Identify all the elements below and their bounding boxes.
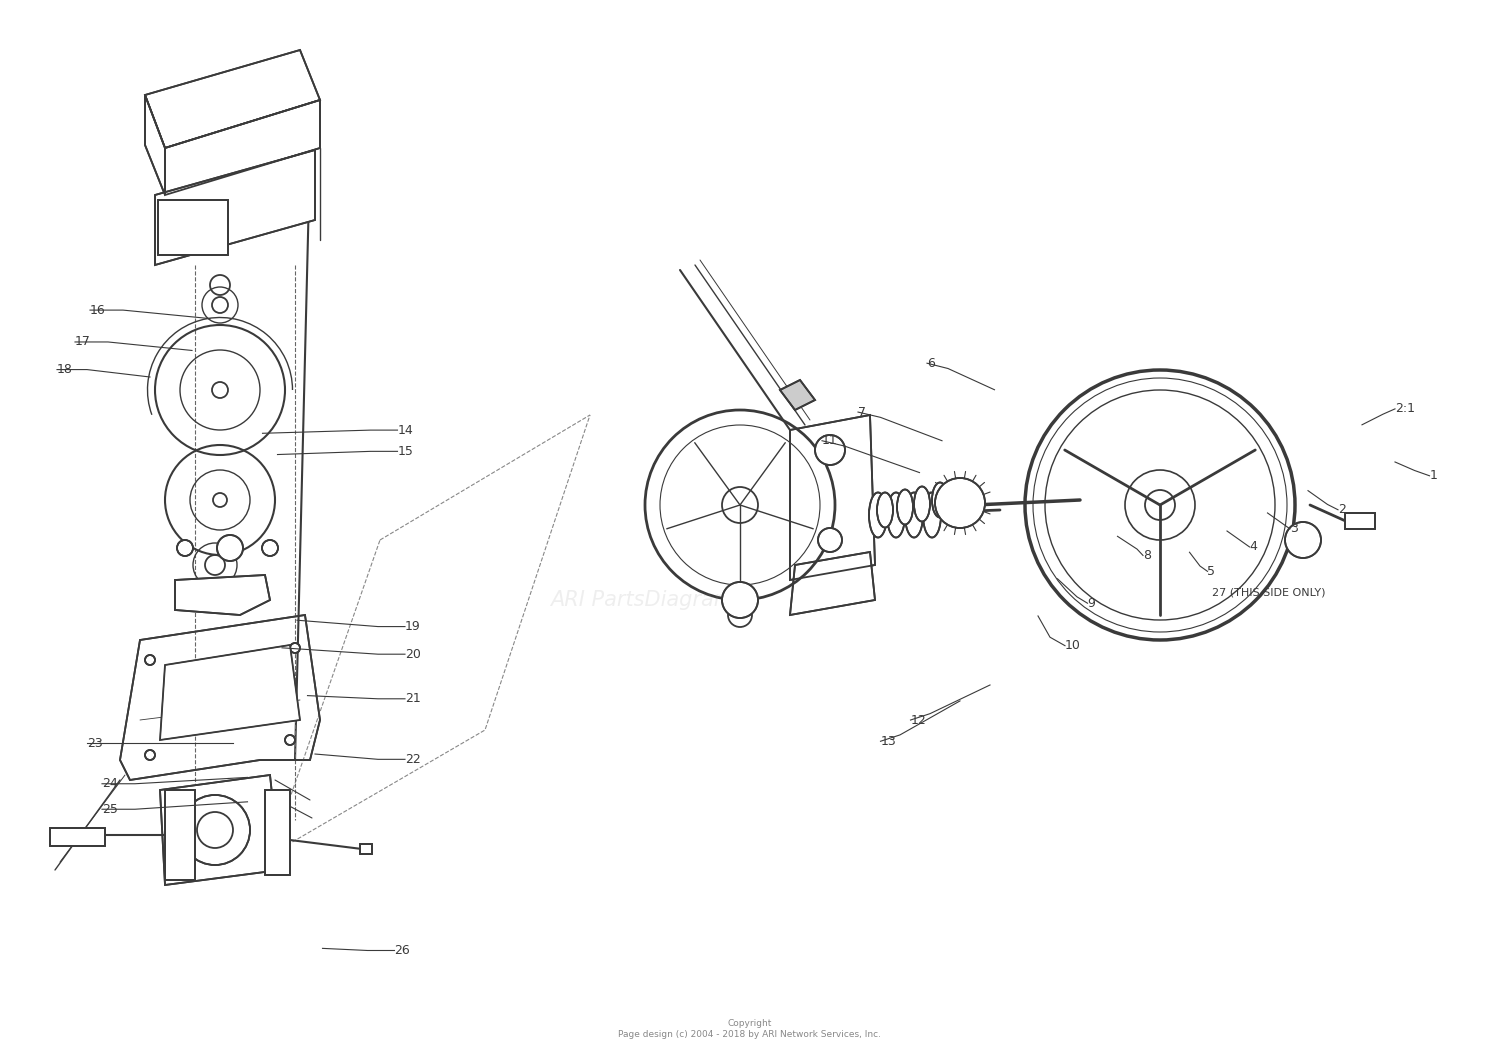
Bar (165, 790, 195, 880)
Polygon shape (146, 50, 320, 148)
Text: 21: 21 (405, 692, 420, 705)
Circle shape (722, 582, 758, 618)
Circle shape (217, 535, 243, 561)
Text: 14: 14 (398, 424, 412, 436)
Ellipse shape (868, 493, 886, 537)
Text: 9: 9 (1088, 597, 1095, 610)
Circle shape (180, 795, 250, 866)
Circle shape (262, 539, 278, 556)
Polygon shape (160, 645, 300, 740)
Polygon shape (790, 552, 874, 615)
Text: 10: 10 (1065, 639, 1082, 652)
Polygon shape (146, 95, 165, 195)
Circle shape (177, 539, 194, 556)
Text: 23: 23 (87, 737, 102, 750)
Text: 25: 25 (102, 803, 118, 816)
Bar (1346, 513, 1376, 529)
Ellipse shape (904, 493, 922, 537)
Text: ARI PartsDiagram™: ARI PartsDiagram™ (550, 590, 754, 610)
Circle shape (1286, 523, 1322, 558)
Polygon shape (154, 150, 315, 266)
Text: 27 (THIS SIDE ONLY): 27 (THIS SIDE ONLY) (1212, 587, 1326, 598)
Text: Copyright
Page design (c) 2004 - 2018 by ARI Network Services, Inc.: Copyright Page design (c) 2004 - 2018 by… (618, 1020, 882, 1039)
Bar (1346, 513, 1376, 529)
Bar (158, 200, 228, 255)
Text: 17: 17 (75, 336, 92, 348)
Text: 15: 15 (398, 445, 414, 458)
Bar (50, 828, 105, 846)
Ellipse shape (878, 493, 892, 528)
Text: 24: 24 (102, 777, 117, 790)
Text: 18: 18 (57, 363, 74, 376)
Ellipse shape (897, 490, 914, 525)
Text: 1: 1 (1430, 469, 1437, 482)
Ellipse shape (932, 482, 948, 517)
Circle shape (285, 735, 296, 746)
Circle shape (146, 655, 154, 665)
Text: 22: 22 (405, 753, 420, 766)
Ellipse shape (922, 493, 940, 537)
Text: 12: 12 (910, 714, 926, 726)
Bar (266, 790, 290, 875)
Text: 11: 11 (822, 434, 839, 447)
Circle shape (818, 528, 842, 552)
Circle shape (290, 643, 300, 653)
Bar (165, 790, 195, 880)
Bar (50, 828, 105, 846)
Bar (158, 200, 228, 255)
Text: 4: 4 (1250, 541, 1257, 553)
Circle shape (146, 750, 154, 760)
Text: 2: 2 (1338, 503, 1346, 516)
Text: 7: 7 (858, 406, 865, 418)
Polygon shape (790, 415, 874, 580)
Text: 8: 8 (1143, 549, 1150, 562)
Polygon shape (176, 575, 270, 615)
Text: 2:1: 2:1 (1395, 402, 1414, 415)
Text: 26: 26 (394, 944, 410, 957)
Polygon shape (780, 380, 814, 410)
Bar (360, 844, 372, 854)
Text: 6: 6 (927, 357, 934, 370)
Ellipse shape (914, 486, 930, 521)
Bar (360, 844, 372, 854)
Text: 13: 13 (880, 735, 897, 748)
Text: 19: 19 (405, 620, 420, 633)
Circle shape (934, 478, 986, 528)
Text: 20: 20 (405, 648, 422, 661)
Ellipse shape (886, 493, 904, 537)
Text: 3: 3 (1290, 523, 1298, 535)
Circle shape (815, 435, 844, 465)
Polygon shape (120, 615, 320, 780)
Bar (266, 790, 290, 875)
Text: 5: 5 (1208, 565, 1215, 578)
Polygon shape (160, 775, 280, 885)
Polygon shape (165, 100, 320, 195)
Text: 16: 16 (90, 304, 105, 316)
Ellipse shape (950, 480, 966, 514)
